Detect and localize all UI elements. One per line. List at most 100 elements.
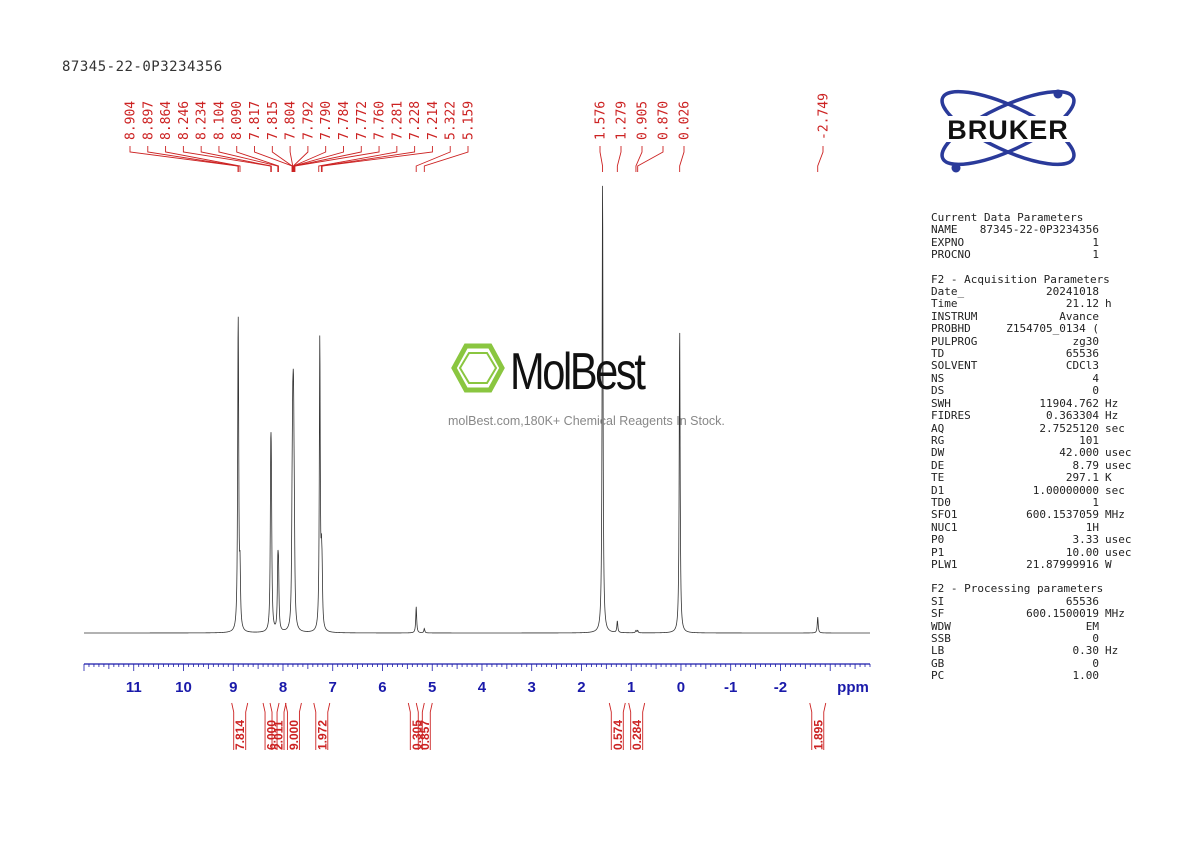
peak-label: 1.279 [615, 101, 630, 140]
param-value: 3.33 [1073, 534, 1100, 546]
param-key: SF [931, 608, 944, 620]
peak-label: 0.905 [636, 101, 651, 140]
param-unit [1099, 323, 1141, 335]
param-key: PLW1 [931, 559, 958, 571]
param-unit [1099, 658, 1141, 670]
integral-value: 1.972 [315, 720, 329, 750]
peak-label: 5.159 [462, 101, 477, 140]
param-key: PROBHD [931, 323, 971, 335]
peak-label: 8.090 [230, 101, 245, 140]
x-tick-label: -2 [774, 679, 787, 696]
peak-label: 7.817 [248, 101, 263, 140]
x-tick-label: 1 [627, 679, 635, 696]
param-unit [1099, 373, 1141, 385]
integral-value: 0.857 [418, 720, 432, 750]
peak-label-leader [293, 146, 308, 172]
param-unit: usec [1099, 534, 1141, 546]
param-unit [1099, 621, 1141, 633]
peak-label-leader [255, 146, 293, 172]
integral-value: 0.284 [630, 720, 644, 750]
param-row: PROBHD Z154705_0134 ( [931, 323, 1141, 335]
param-row: SF 600.1500019 MHz [931, 608, 1141, 620]
param-unit: sec [1099, 423, 1141, 435]
peak-label: 1.576 [594, 101, 609, 140]
peak-label: 7.792 [301, 101, 316, 140]
peak-label: 7.228 [408, 101, 423, 140]
peak-label-leader [272, 146, 292, 172]
param-section: Current Data Parameters NAME 87345-22-0P32… [931, 212, 1141, 262]
param-row: P0 3.33 usec [931, 534, 1141, 546]
peak-label-leader [680, 146, 684, 172]
param-section: F2 - Acquisition Parameters Date_ 20241018… [931, 274, 1141, 572]
peak-label: 8.234 [195, 101, 210, 140]
peak-label: 5.322 [444, 101, 459, 140]
peak-label: 7.772 [355, 101, 370, 140]
param-value: 0.30 [1073, 645, 1100, 657]
param-key: NAME [931, 224, 958, 236]
peak-label-leader [424, 146, 468, 172]
logo-text: BRUKER [947, 115, 1069, 145]
param-key: SOLVENT [931, 360, 977, 372]
peak-label-leader [600, 146, 603, 172]
x-tick-label: 2 [577, 679, 585, 696]
param-value: CDCl3 [1066, 360, 1099, 372]
param-key: TE [931, 472, 944, 484]
peak-label: 7.214 [426, 101, 441, 140]
param-key: LB [931, 645, 944, 657]
param-unit: sec [1099, 485, 1141, 497]
param-key: DW [931, 447, 944, 459]
peak-label: 7.760 [373, 101, 388, 140]
param-row: GB 0 [931, 658, 1141, 670]
param-section-title: F2 - Processing parameters [931, 583, 1141, 595]
param-key: SFO1 [931, 509, 958, 521]
param-value: 1.00000000 [1033, 485, 1099, 497]
param-key: FIDRES [931, 410, 971, 422]
param-unit: W [1099, 559, 1141, 571]
peak-label-leader [130, 146, 238, 172]
param-unit [1099, 237, 1141, 249]
x-tick-label: 10 [175, 679, 192, 696]
param-key: PC [931, 670, 944, 682]
param-row: PC 1.00 [931, 670, 1141, 682]
x-tick-label: 5 [428, 679, 436, 696]
param-key: PROCNO [931, 249, 971, 261]
peak-label-leader [294, 146, 361, 172]
x-tick-label: 4 [478, 679, 487, 696]
param-unit: MHz [1099, 509, 1141, 521]
param-row: TE 297.1 K [931, 472, 1141, 484]
peak-label: 7.784 [337, 101, 352, 140]
param-unit: MHz [1099, 608, 1141, 620]
peak-label-leader [290, 146, 293, 172]
peak-label: 0.026 [678, 101, 693, 140]
param-row: LB 0.30 Hz [931, 645, 1141, 657]
param-value: 21.87999916 [1026, 559, 1099, 571]
peak-label: 7.281 [390, 101, 405, 140]
param-row: PROCNO 1 [931, 249, 1141, 261]
peak-label: 8.897 [141, 101, 156, 140]
param-section: F2 - Processing parameters SI 65536 SF 600.1… [931, 583, 1141, 682]
param-unit: K [1099, 472, 1141, 484]
integral-value: 7.814 [233, 720, 247, 750]
param-key: DS [931, 385, 944, 397]
param-value: 87345-22-0P3234356 [980, 224, 1099, 236]
x-tick-label: 3 [528, 679, 536, 696]
param-unit [1099, 385, 1141, 397]
param-unit [1099, 360, 1141, 372]
param-row: NAME 87345-22-0P3234356 [931, 224, 1141, 236]
param-row: WDW EM [931, 621, 1141, 633]
param-row: DS 0 [931, 385, 1141, 397]
param-row: AQ 2.7525120 sec [931, 423, 1141, 435]
peak-label-leader [293, 146, 325, 172]
watermark-tagline: molBest.com,180K+ Chemical Reagents In S… [448, 414, 725, 428]
param-key: Time [931, 298, 958, 310]
param-unit [1099, 336, 1141, 348]
param-value: 600.1500019 [1026, 608, 1099, 620]
bruker-logo: BRUKER [922, 84, 1094, 176]
peak-label: 7.790 [319, 101, 334, 140]
param-unit [1099, 249, 1141, 261]
peak-label: -2.749 [817, 93, 832, 140]
peak-label: 7.804 [284, 101, 299, 140]
param-unit [1099, 348, 1141, 360]
param-value: Z154705_0134 ( [1006, 323, 1099, 335]
param-row: FIDRES 0.363304 Hz [931, 410, 1141, 422]
